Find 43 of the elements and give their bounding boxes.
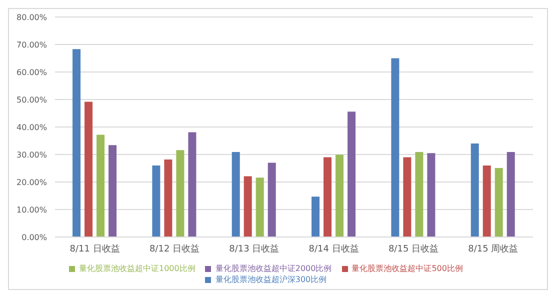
bar [324,157,332,237]
bar [506,152,515,237]
bar [348,112,356,237]
y-tick-label: 80.00% [16,12,48,22]
bar [176,150,184,237]
x-tick-label: 8/14 日收益 [308,243,359,254]
bar [72,49,81,237]
legend-label: 量化股票池收益超中证1000比例 [79,264,196,273]
y-tick-label: 50.00% [16,95,48,104]
bar [482,166,491,237]
x-tick-label: 8/15 周收益 [468,243,518,254]
bar [403,157,412,237]
bar [336,154,344,237]
y-tick-label: 20.00% [16,178,48,187]
bar [391,58,400,237]
y-tick-label: 10.00% [16,205,48,214]
bar [256,178,264,237]
y-tick-label: 40.00% [16,122,48,132]
x-tick-label: 8/11 日收益 [70,243,120,254]
bar [96,134,105,237]
bar [470,144,479,237]
bar [84,102,93,237]
bar [312,196,320,237]
bar [415,152,424,237]
bar [244,176,252,237]
legend-label: 量化股票池收益超沪深300比例 [215,275,327,284]
y-tick-label: 60.00% [16,68,48,77]
y-tick-label: 70.00% [16,40,48,50]
x-tick-label: 8/12 日收益 [149,243,200,254]
bar [232,152,240,237]
y-tick-label: 0.00% [22,232,48,242]
bar [188,132,196,237]
x-tick-label: 8/15 日收益 [388,243,439,254]
bar [164,159,172,237]
bar [268,162,276,237]
bar [494,168,503,237]
bar [152,166,160,237]
legend-label: 量化股票池收益超中证2000比例 [215,264,332,273]
bar [427,153,436,237]
y-tick-label: 30.00% [16,150,48,160]
legend-label: 量化股票池收益超中证500比例 [352,264,463,273]
bar [108,145,117,237]
x-tick-label: 8/13 日收益 [229,243,280,254]
